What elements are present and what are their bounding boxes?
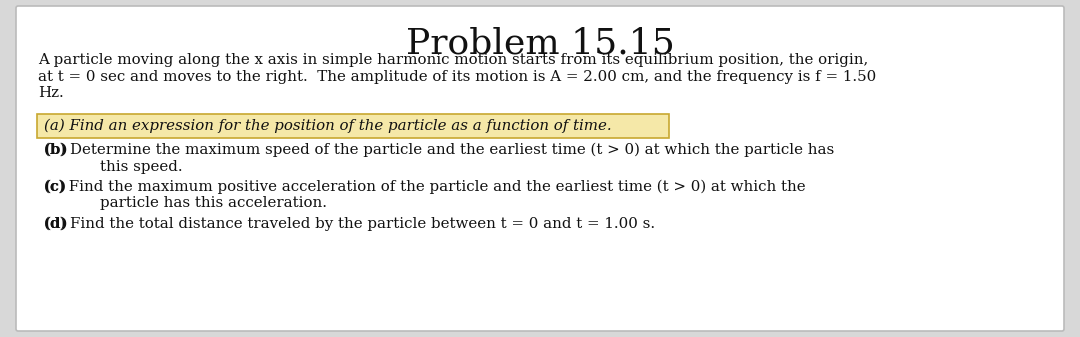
Text: Problem 15.15: Problem 15.15 [406, 27, 674, 61]
FancyBboxPatch shape [37, 114, 669, 138]
Text: (d): (d) [44, 217, 69, 231]
FancyBboxPatch shape [16, 6, 1064, 331]
Text: Hz.: Hz. [38, 86, 64, 100]
Text: (c) Find the maximum positive acceleration of the particle and the earliest time: (c) Find the maximum positive accelerati… [44, 180, 806, 194]
Text: particle has this acceleration.: particle has this acceleration. [100, 196, 327, 211]
Text: A particle moving along the x axis in simple harmonic motion starts from its equ: A particle moving along the x axis in si… [38, 53, 868, 67]
Text: this speed.: this speed. [100, 159, 183, 174]
Text: (d) Find the total distance traveled by the particle between t = 0 and t = 1.00 : (d) Find the total distance traveled by … [44, 217, 656, 232]
Text: (a) Find an expression for the position of the particle as a function of time.: (a) Find an expression for the position … [44, 119, 611, 133]
Text: (b) Determine the maximum speed of the particle and the earliest time (t > 0) at: (b) Determine the maximum speed of the p… [44, 143, 834, 157]
Text: (c): (c) [44, 180, 67, 194]
Text: (b): (b) [44, 143, 69, 157]
Text: at t = 0 sec and moves to the right.  The amplitude of its motion is A = 2.00 cm: at t = 0 sec and moves to the right. The… [38, 69, 876, 84]
